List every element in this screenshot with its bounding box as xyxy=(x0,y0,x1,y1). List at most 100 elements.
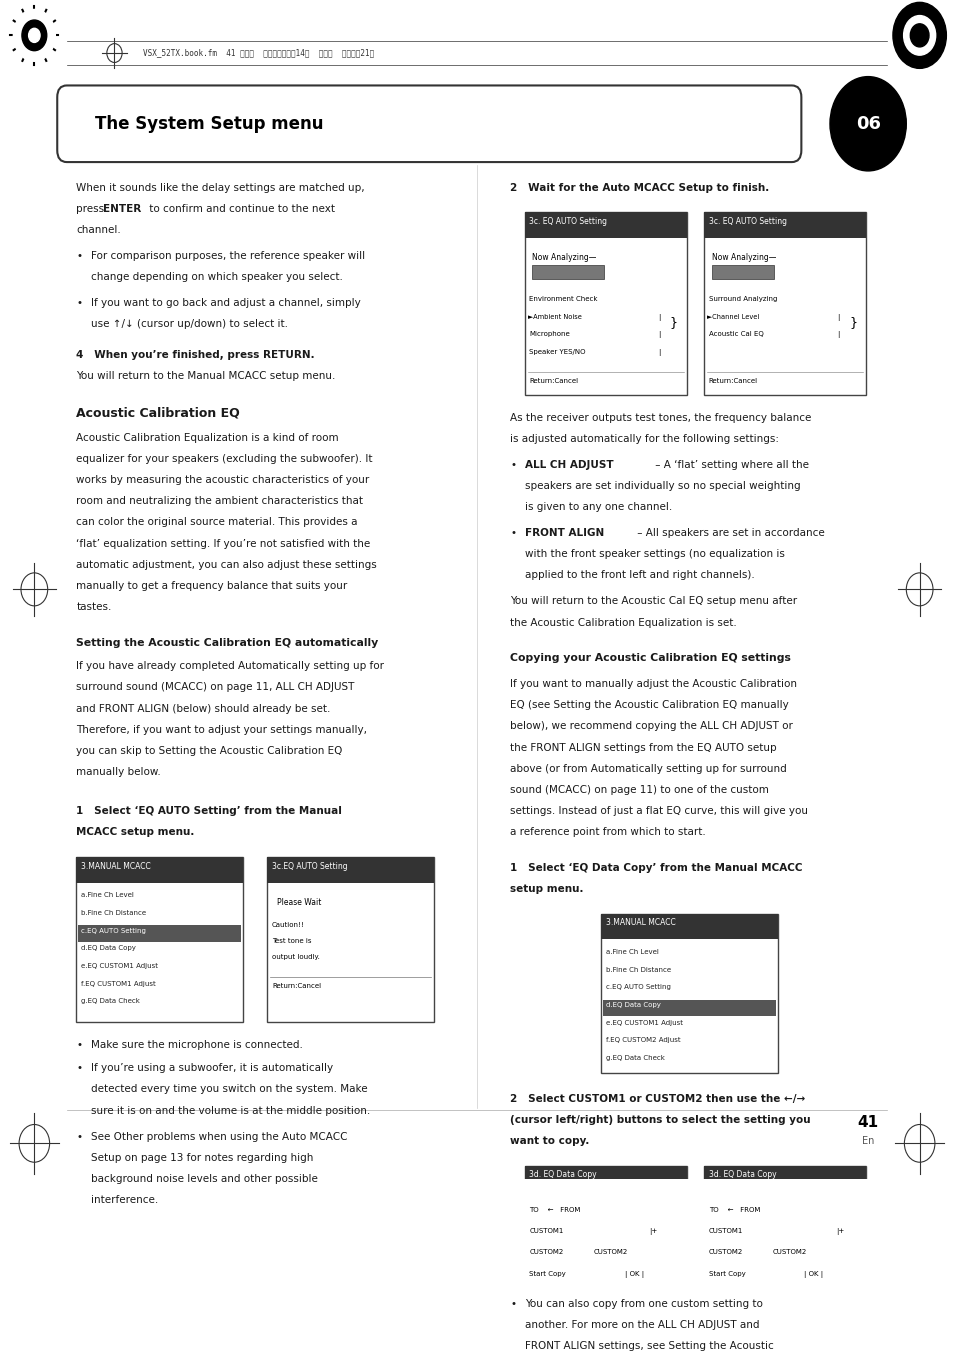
Text: }: } xyxy=(669,316,677,328)
Text: Surround Analyzing: Surround Analyzing xyxy=(708,296,777,301)
Text: change depending on which speaker you select.: change depending on which speaker you se… xyxy=(91,273,342,282)
Text: 3.MANUAL MCACC: 3.MANUAL MCACC xyxy=(605,919,675,927)
FancyBboxPatch shape xyxy=(524,1166,686,1278)
FancyBboxPatch shape xyxy=(78,925,241,942)
Text: •: • xyxy=(76,1040,82,1050)
Text: Start Copy: Start Copy xyxy=(708,1271,745,1277)
Text: manually below.: manually below. xyxy=(76,767,161,777)
Text: a.Fine Ch Level: a.Fine Ch Level xyxy=(81,892,133,898)
Text: When it sounds like the delay settings are matched up,: When it sounds like the delay settings a… xyxy=(76,182,365,193)
Text: 06: 06 xyxy=(855,115,880,132)
Text: speakers are set individually so no special weighting: speakers are set individually so no spec… xyxy=(524,481,800,490)
Text: background noise levels and other possible: background noise levels and other possib… xyxy=(91,1174,317,1183)
Text: c.EQ AUTO Setting: c.EQ AUTO Setting xyxy=(605,985,670,990)
Text: FRONT ALIGN: FRONT ALIGN xyxy=(524,528,603,538)
Text: Make sure the microphone is connected.: Make sure the microphone is connected. xyxy=(91,1040,302,1050)
Text: CUSTOM2: CUSTOM2 xyxy=(529,1250,563,1255)
Text: sound (MCACC) on page 11) to one of the custom: sound (MCACC) on page 11) to one of the … xyxy=(510,785,768,794)
Text: Setting the Acoustic Calibration EQ automatically: Setting the Acoustic Calibration EQ auto… xyxy=(76,638,378,647)
Text: |: | xyxy=(837,313,839,320)
Text: – All speakers are set in accordance: – All speakers are set in accordance xyxy=(634,528,824,538)
FancyBboxPatch shape xyxy=(600,913,777,1073)
Text: below), we recommend copying the ALL CH ADJUST or: below), we recommend copying the ALL CH … xyxy=(510,721,793,731)
Text: d.EQ Data Copy: d.EQ Data Copy xyxy=(605,1002,660,1008)
Text: ENTER: ENTER xyxy=(103,204,141,213)
Text: another. For more on the ALL CH ADJUST and: another. For more on the ALL CH ADJUST a… xyxy=(524,1320,759,1331)
Text: channel.: channel. xyxy=(76,226,121,235)
Text: detected every time you switch on the system. Make: detected every time you switch on the sy… xyxy=(91,1085,367,1094)
Text: to confirm and continue to the next: to confirm and continue to the next xyxy=(146,204,335,213)
Text: TO    ←   FROM: TO ← FROM xyxy=(708,1206,760,1213)
Text: Acoustic Cal EQ: Acoustic Cal EQ xyxy=(708,331,762,338)
Text: applied to the front left and right channels).: applied to the front left and right chan… xyxy=(524,570,754,581)
Text: |+: |+ xyxy=(835,1228,843,1235)
Text: FRONT ALIGN settings, see Setting the Acoustic: FRONT ALIGN settings, see Setting the Ac… xyxy=(524,1342,773,1351)
FancyBboxPatch shape xyxy=(759,1224,837,1240)
Text: – A ‘flat’ setting where all the: – A ‘flat’ setting where all the xyxy=(651,459,808,470)
Text: •: • xyxy=(76,1132,82,1142)
Circle shape xyxy=(892,3,945,69)
Text: Please Wait: Please Wait xyxy=(276,898,321,907)
Text: | OK |: | OK | xyxy=(624,1271,643,1278)
Text: 41: 41 xyxy=(857,1115,878,1129)
Text: manually to get a frequency balance that suits your: manually to get a frequency balance that… xyxy=(76,581,347,592)
Text: c.EQ AUTO Setting: c.EQ AUTO Setting xyxy=(81,928,146,934)
FancyBboxPatch shape xyxy=(267,857,434,1021)
Text: You will return to the Manual MCACC setup menu.: You will return to the Manual MCACC setu… xyxy=(76,372,335,381)
Text: ALL CH ADJUST: ALL CH ADJUST xyxy=(524,459,613,470)
Circle shape xyxy=(13,9,55,61)
Text: 4   When you’re finished, press RETURN.: 4 When you’re finished, press RETURN. xyxy=(76,350,314,361)
Text: g.EQ Data Check: g.EQ Data Check xyxy=(81,998,140,1004)
Circle shape xyxy=(829,77,905,172)
Circle shape xyxy=(902,16,935,55)
Text: Environment Check: Environment Check xyxy=(529,296,598,301)
FancyBboxPatch shape xyxy=(532,265,603,280)
FancyBboxPatch shape xyxy=(600,913,777,939)
Text: ALL CH ADJ: ALL CH ADJ xyxy=(760,1228,798,1235)
Text: want to copy.: want to copy. xyxy=(510,1136,589,1146)
Text: 3c.EQ AUTO Setting: 3c.EQ AUTO Setting xyxy=(272,862,347,870)
Text: 1   Select ‘EQ Data Copy’ from the Manual MCACC: 1 Select ‘EQ Data Copy’ from the Manual … xyxy=(510,863,802,873)
Text: Start Copy: Start Copy xyxy=(529,1271,566,1277)
Text: VSX_52TX.book.fm  41 ページ  ２００４年５月14日  金曜日  午前９時21分: VSX_52TX.book.fm 41 ページ ２００４年５月14日 金曜日 午… xyxy=(143,49,374,58)
Text: Copying your Acoustic Calibration EQ settings: Copying your Acoustic Calibration EQ set… xyxy=(510,653,790,663)
Text: Return:Cancel: Return:Cancel xyxy=(529,378,578,385)
Text: Speaker YES/NO: Speaker YES/NO xyxy=(529,349,585,355)
Text: you can skip to Setting the Acoustic Calibration EQ: you can skip to Setting the Acoustic Cal… xyxy=(76,746,342,757)
Text: | OK |: | OK | xyxy=(803,1271,822,1278)
Text: If you have already completed Automatically setting up for: If you have already completed Automatica… xyxy=(76,661,384,671)
Text: Now Analyzing—: Now Analyzing— xyxy=(532,254,596,262)
FancyBboxPatch shape xyxy=(711,265,773,280)
Text: •: • xyxy=(76,299,82,308)
Text: output loudly.: output loudly. xyxy=(272,954,319,959)
Text: a reference point from which to start.: a reference point from which to start. xyxy=(510,827,705,838)
Text: b.Fine Ch Distance: b.Fine Ch Distance xyxy=(81,911,146,916)
Text: CUSTOM1: CUSTOM1 xyxy=(708,1228,742,1235)
Text: Acoustic Calibration EQ: Acoustic Calibration EQ xyxy=(76,407,240,420)
Text: (cursor left/right) buttons to select the setting you: (cursor left/right) buttons to select th… xyxy=(510,1115,810,1125)
FancyBboxPatch shape xyxy=(76,857,243,1021)
Text: •: • xyxy=(76,251,82,261)
Text: CUSTOM2: CUSTOM2 xyxy=(593,1250,627,1255)
Text: If you’re using a subwoofer, it is automatically: If you’re using a subwoofer, it is autom… xyxy=(91,1063,333,1073)
Text: settings. Instead of just a flat EQ curve, this will give you: settings. Instead of just a flat EQ curv… xyxy=(510,807,807,816)
Text: CUSTOM2: CUSTOM2 xyxy=(708,1250,742,1255)
Text: 3c. EQ AUTO Setting: 3c. EQ AUTO Setting xyxy=(708,218,786,226)
Text: •: • xyxy=(76,1063,82,1073)
Text: Caution!!: Caution!! xyxy=(272,921,304,928)
Text: Return:Cancel: Return:Cancel xyxy=(272,984,320,989)
Text: and FRONT ALIGN (below) should already be set.: and FRONT ALIGN (below) should already b… xyxy=(76,704,331,713)
FancyBboxPatch shape xyxy=(524,1166,686,1192)
Text: |: | xyxy=(658,331,659,338)
Text: the Acoustic Calibration Equalization is set.: the Acoustic Calibration Equalization is… xyxy=(510,617,737,628)
Text: CUSTOM1: CUSTOM1 xyxy=(581,1228,616,1235)
Circle shape xyxy=(22,20,47,51)
FancyBboxPatch shape xyxy=(703,212,865,238)
Text: 3d. EQ Data Copy: 3d. EQ Data Copy xyxy=(708,1170,776,1179)
Text: works by measuring the acoustic characteristics of your: works by measuring the acoustic characte… xyxy=(76,476,369,485)
FancyBboxPatch shape xyxy=(703,1166,865,1278)
Text: setup menu.: setup menu. xyxy=(510,884,583,894)
Text: For comparison purposes, the reference speaker will: For comparison purposes, the reference s… xyxy=(91,251,364,261)
Text: 1   Select ‘EQ AUTO Setting’ from the Manual: 1 Select ‘EQ AUTO Setting’ from the Manu… xyxy=(76,807,342,816)
Text: e.EQ CUSTOM1 Adjust: e.EQ CUSTOM1 Adjust xyxy=(81,963,158,969)
